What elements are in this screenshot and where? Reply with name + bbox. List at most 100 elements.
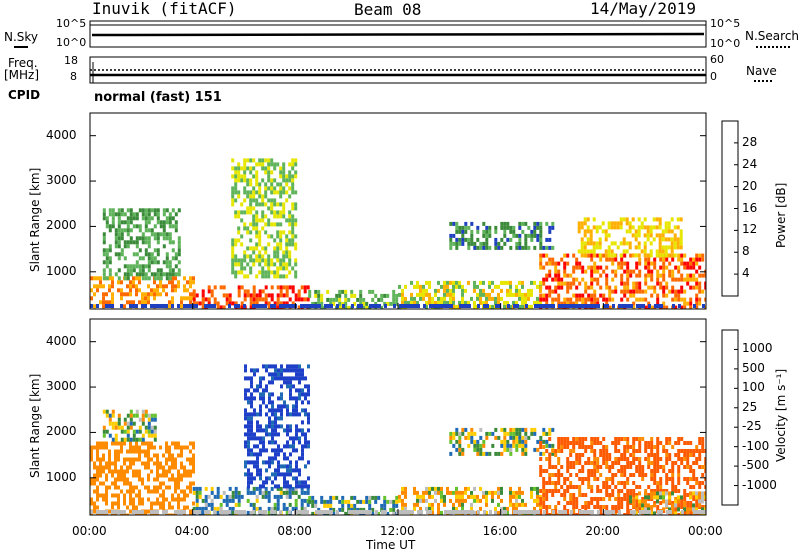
heatmap-cell [246,226,250,231]
heatmap-cell [144,220,148,225]
heatmap-cell [539,435,543,440]
heatmap-cell [156,461,159,466]
heatmap-cell [159,501,162,506]
heatmap-cell [461,229,465,234]
heatmap-cell [162,288,165,293]
heatmap-cell [201,301,205,306]
heatmap-cell [347,507,351,512]
heatmap-cell [569,297,573,302]
heatmap-cell [308,495,312,500]
heatmap-cell [168,264,172,269]
heatmap-cell [623,445,627,449]
heatmap-cell [237,210,241,215]
heatmap-cell [698,257,702,262]
heatmap-cell [304,436,307,441]
heatmap-cell [279,190,283,195]
heatmap-cell [617,461,621,465]
heatmap-cell [560,445,564,449]
heatmap-cell [276,502,280,507]
heatmap-cell [620,501,624,505]
velocity-panel [89,318,707,516]
heatmap-cell [536,447,540,452]
heatmap-cell [111,513,114,515]
heatmap-cell [583,221,587,226]
heatmap-cell [592,225,596,230]
heatmap-cell [252,186,256,191]
heatmap-cell [174,457,177,462]
heatmap-cell [449,498,452,503]
heatmap-cell [632,281,636,286]
heatmap-cell [638,297,642,302]
heatmap-cell [497,245,501,250]
heatmap-cell [482,245,486,250]
heatmap-cell [247,460,250,465]
ground-scatter-cell [516,510,519,514]
heatmap-cell [566,301,570,306]
heatmap-cell [473,284,476,289]
ground-scatter-cell [378,304,381,308]
heatmap-cell [126,477,129,482]
heatmap-cell [144,441,147,446]
heatmap-cell [153,437,157,442]
heatmap-cell [563,281,567,286]
ground-scatter-cell [654,304,657,308]
heatmap-cell [246,190,250,195]
heatmap-cell [644,507,647,512]
heatmap-cell [677,495,680,500]
heatmap-cell [273,274,277,279]
heatmap-cell [527,233,531,238]
ground-scatter-cell [273,510,276,514]
heatmap-cell [407,300,410,305]
heatmap-cell [698,453,702,457]
colorbar-tick-label: 1000 [742,341,773,356]
heatmap-cell [434,288,437,293]
ground-scatter-cell [144,304,147,308]
ground-scatter-cell [300,510,303,514]
heatmap-cell [171,300,174,305]
heatmap-cell [255,162,259,167]
heatmap-cell [557,457,561,461]
heatmap-cell [440,490,443,495]
heatmap-cell [602,293,606,298]
heatmap-cell [147,509,150,514]
heatmap-cell [692,497,696,501]
heatmap-cell [602,461,606,465]
heatmap-cell [533,245,537,250]
heatmap-cell [282,250,286,255]
heatmap-cell [153,288,156,293]
heatmap-cell [108,244,112,249]
heatmap-cell [646,229,650,234]
heatmap-cell [458,241,462,246]
ground-scatter-cell [195,510,198,514]
heatmap-cell [159,481,162,486]
heatmap-cell [593,261,597,266]
heatmap-cell [509,498,512,503]
heatmap-cell [560,437,564,441]
heatmap-cell [667,221,671,226]
heatmap-cell [680,257,684,262]
heatmap-cell [273,186,277,191]
heatmap-cell [102,212,106,217]
heatmap-cell [380,305,384,309]
heatmap-cell [575,441,579,445]
heatmap-cell [258,486,262,491]
heatmap-cell [677,277,681,282]
heatmap-cell [578,437,582,441]
heatmap-cell [329,297,333,302]
heatmap-cell [285,190,289,195]
heatmap-cell [473,288,476,293]
heatmap-cell [584,501,588,505]
heatmap-cell [150,489,153,494]
heatmap-cell [539,497,543,501]
heatmap-cell [264,170,268,175]
heatmap-cell [608,493,612,497]
heatmap-cell [138,445,141,450]
heatmap-cell [470,490,473,495]
heatmap-cell [566,281,570,286]
heatmap-cell [249,297,253,302]
heatmap-cell [455,237,459,242]
heatmap-cell [542,451,546,456]
heatmap-cell [599,441,603,445]
heatmap-cell [479,443,483,448]
heatmap-cell [542,265,546,270]
